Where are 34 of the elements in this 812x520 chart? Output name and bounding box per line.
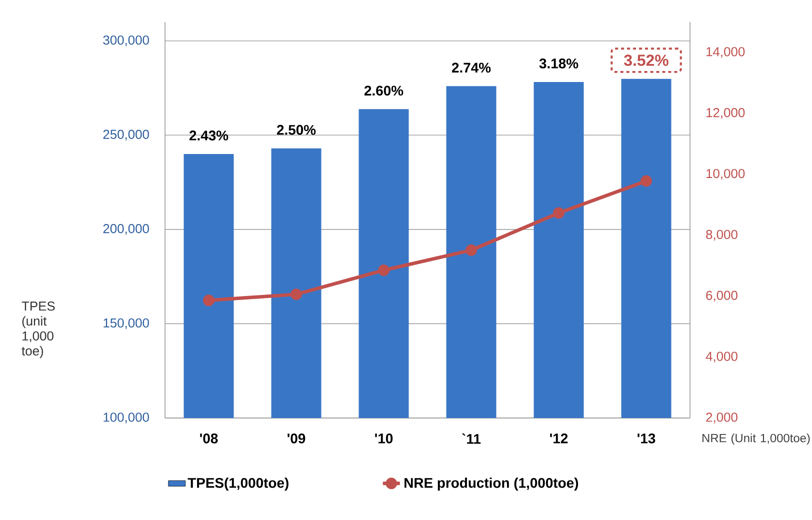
point xyxy=(466,244,477,256)
x-tick-label: '10 xyxy=(375,433,393,444)
x-tick-label: '08 xyxy=(200,433,218,444)
y-axis-title: TPES (unit 1,000 toe) xyxy=(22,302,55,358)
y2-axis-title: NRE (Unit 1,000toe) xyxy=(702,434,810,445)
point xyxy=(378,264,390,276)
x-tick-label: '09 xyxy=(288,433,306,444)
annotation: 2.60% xyxy=(364,86,404,96)
y-tick-label: 250,000 xyxy=(103,130,149,140)
legend-label: NRE production (1,000toe) xyxy=(404,478,578,491)
annotation: 2.74% xyxy=(452,62,491,73)
y-tick-label: 150,000 xyxy=(104,318,149,330)
annotation: 3.18% xyxy=(539,58,578,68)
y2-tick-label: 10,000 xyxy=(706,168,745,180)
y2-tick-label: 8,000 xyxy=(706,230,738,241)
annotation: 2.43% xyxy=(189,130,228,140)
y2-tick-label: 6,000 xyxy=(706,290,738,302)
point xyxy=(290,288,302,300)
point xyxy=(553,207,564,219)
annotation: 2.50% xyxy=(276,124,316,135)
y-tick-label: 100,000 xyxy=(104,412,149,424)
x-tick-label: `11 xyxy=(462,434,481,444)
y-tick-label: 300,000 xyxy=(103,35,149,46)
y2-tick-label: 14,000 xyxy=(706,47,745,58)
annotation: 3.52% xyxy=(624,54,668,66)
y2-tick-label: 12,000 xyxy=(706,108,745,119)
point xyxy=(640,175,652,187)
y2-tick-label: 4,000 xyxy=(706,352,738,362)
x-tick-label: '12 xyxy=(550,433,568,444)
legend-label: TPES(1,000toe) xyxy=(188,478,288,491)
y2-tick-label: 2,000 xyxy=(706,412,738,424)
x-tick-label: '13 xyxy=(638,433,656,444)
y-tick-label: 200,000 xyxy=(103,224,149,235)
point xyxy=(203,294,214,306)
